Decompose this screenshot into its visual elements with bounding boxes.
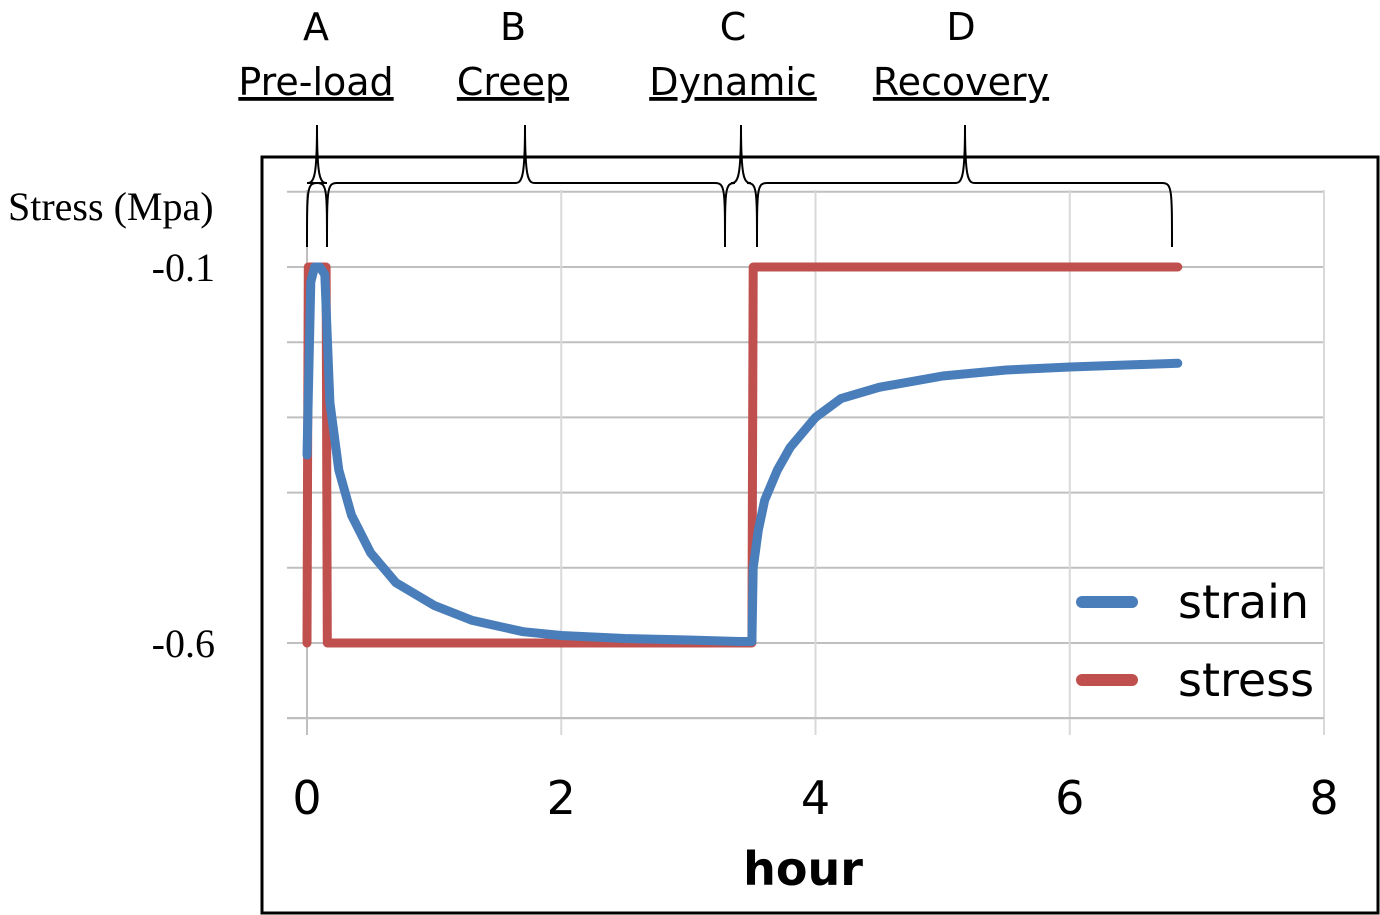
phase-bracket [724,124,758,248]
phase-d-letter: D [946,5,975,49]
phase-brackets [306,124,1173,248]
phase-d-name: Recovery [873,60,1049,104]
legend: strain stress [1076,575,1314,707]
x-tick-label: 6 [1055,771,1084,825]
y-axis-label: Stress (Mpa) [8,184,214,229]
phase-a-letter: A [303,5,329,49]
x-tick-label: 0 [292,771,321,825]
x-tick-label: 2 [547,771,576,825]
series-line-strain [302,262,1183,646]
phase-bracket [756,124,1173,248]
phase-c-letter: C [720,5,747,49]
plot-frame [260,155,1380,915]
phase-bracket [306,124,328,248]
phase-b-name: Creep [457,60,569,104]
phase-bracket [326,124,726,248]
y-tick-label: -0.6 [152,621,215,666]
x-tick-label: 4 [801,771,830,825]
legend-label-stress: stress [1178,653,1314,707]
legend-label-strain: strain [1178,575,1309,629]
phase-a-name: Pre-load [238,60,393,104]
phase-c-name: Dynamic [649,60,817,104]
phase-b-letter: B [500,5,526,49]
x-tick-label: 8 [1309,771,1338,825]
y-tick-label: -0.1 [152,245,215,290]
series-layer [302,262,1183,648]
x-axis-label: hour [743,842,863,896]
